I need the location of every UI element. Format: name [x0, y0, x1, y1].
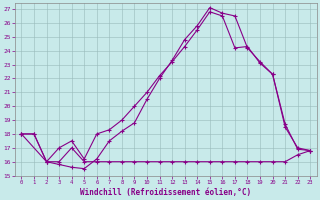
X-axis label: Windchill (Refroidissement éolien,°C): Windchill (Refroidissement éolien,°C) — [80, 188, 252, 197]
